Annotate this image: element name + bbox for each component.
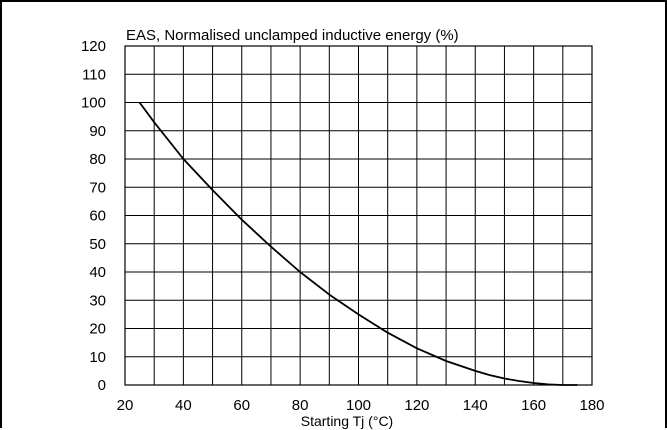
chart-title: EAS, Normalised unclamped inductive ener… bbox=[126, 27, 459, 44]
x-tick-label: 40 bbox=[175, 397, 192, 414]
series-layer bbox=[138, 101, 578, 386]
y-tick-label: 30 bbox=[89, 292, 106, 309]
y-tick-label: 100 bbox=[81, 95, 106, 112]
x-tick-label: 80 bbox=[292, 397, 309, 414]
x-tick-label: 60 bbox=[233, 397, 250, 414]
y-tick-label: 20 bbox=[89, 321, 106, 338]
y-axis-tick-labels: 0 10 20 30 40 50 60 70 80 90 100 110 120 bbox=[81, 38, 106, 394]
x-tick-label: 140 bbox=[463, 397, 488, 414]
y-tick-label: 60 bbox=[89, 208, 106, 225]
y-tick-label: 0 bbox=[98, 377, 106, 394]
y-tick-label: 120 bbox=[81, 38, 106, 55]
y-tick-label: 40 bbox=[89, 264, 106, 281]
x-tick-label: 100 bbox=[346, 397, 371, 414]
x-tick-label: 180 bbox=[579, 397, 604, 414]
x-tick-label: 120 bbox=[404, 397, 429, 414]
y-tick-label: 110 bbox=[82, 66, 106, 83]
x-tick-label: 20 bbox=[117, 397, 134, 414]
y-tick-label: 70 bbox=[89, 179, 106, 196]
plot-area-border bbox=[124, 45, 593, 386]
y-tick-label: 90 bbox=[89, 123, 106, 140]
grid-lines bbox=[125, 46, 592, 385]
y-tick-label: 50 bbox=[89, 236, 106, 253]
y-tick-label: 80 bbox=[89, 151, 106, 168]
y-tick-label: 10 bbox=[89, 349, 106, 366]
x-axis-title: Starting Tj (°C) bbox=[301, 413, 393, 429]
x-tick-label: 160 bbox=[521, 397, 546, 414]
series-line-0 bbox=[138, 101, 578, 386]
x-axis-tick-labels: 20 40 60 80 100 120 140 160 180 bbox=[117, 397, 605, 414]
